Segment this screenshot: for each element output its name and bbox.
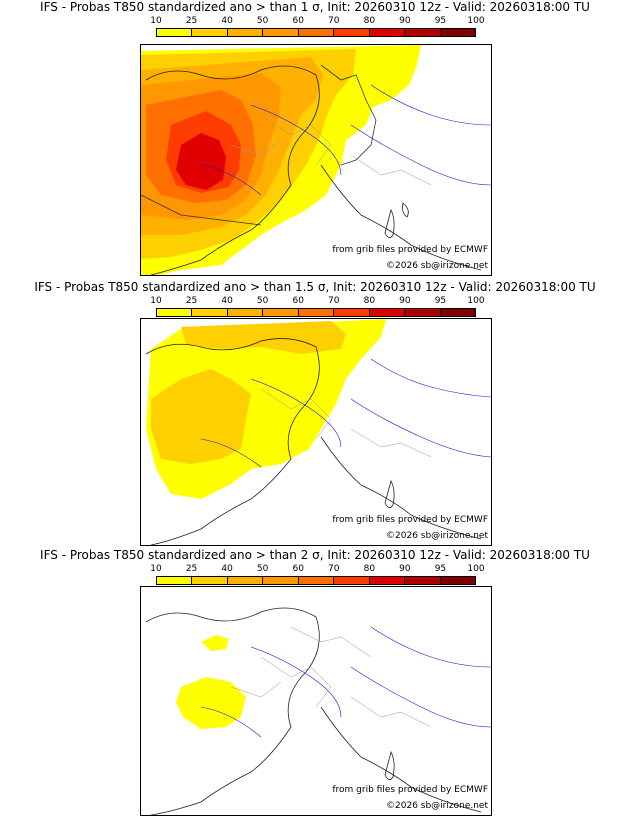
legend-label: 10 [150, 564, 162, 574]
prob-area-10b [201, 635, 229, 651]
legend-swatch [192, 309, 228, 316]
legend-swatch [157, 577, 193, 584]
admin-borders [230, 114, 432, 186]
legend-swatch [334, 29, 370, 36]
legend-swatch [227, 309, 264, 316]
legend-label: 60 [292, 16, 304, 26]
legend-label: 80 [363, 564, 376, 574]
legend-label: 10 [150, 296, 162, 306]
legend-label: 10 [150, 16, 162, 26]
legend-swatch [369, 29, 406, 36]
coastlines [145, 65, 482, 275]
legend-label: 80 [363, 16, 376, 26]
legend-swatch [298, 577, 335, 584]
legend-swatch [157, 29, 193, 36]
prob-area-80 [176, 133, 226, 190]
legend-label: 90 [399, 16, 411, 26]
prob-area-10 [176, 677, 246, 729]
panel-title: IFS - Probas T850 standardized ano > tha… [34, 280, 596, 294]
panel-3: IFS - Probas T850 standardized ano > tha… [0, 546, 630, 828]
panel-title: IFS - Probas T850 standardized ano > tha… [40, 548, 590, 562]
legend-swatch [440, 29, 475, 36]
credit-copyright: ©2026 sb@irizone.net [386, 261, 488, 271]
map-graphic [145, 319, 491, 545]
legend-swatch [298, 309, 335, 316]
legend-swatch [298, 29, 335, 36]
legend-label: 95 [434, 296, 447, 306]
legend-label: 95 [434, 16, 447, 26]
color-legend: 10 25 40 50 60 70 80 90 95 100 [150, 564, 485, 590]
legend-swatches [156, 28, 476, 37]
panel-2: IFS - Probas T850 standardized ano > tha… [0, 276, 630, 546]
legend-swatch [440, 309, 475, 316]
legend-swatch [369, 309, 406, 316]
legend-swatch [440, 577, 475, 584]
legend-swatch [334, 309, 370, 316]
legend-swatch [263, 309, 299, 316]
legend-label: 50 [256, 564, 269, 574]
legend-swatch [157, 309, 193, 316]
legend-label: 40 [221, 16, 233, 26]
legend-label: 80 [363, 296, 376, 306]
coastlines [145, 338, 482, 545]
legend-swatch [405, 309, 441, 316]
credit-source: from grib files provided by ECMWF [332, 515, 488, 525]
legend-swatch [192, 29, 228, 36]
legend-label: 60 [292, 564, 304, 574]
legend-label: 70 [328, 16, 340, 26]
legend-swatch [227, 29, 264, 36]
legend-label: 100 [467, 564, 485, 574]
probability-map: from grib files provided by ECMWF ©2026 … [140, 586, 492, 816]
legend-label: 50 [256, 16, 269, 26]
legend-swatch [334, 577, 370, 584]
legend-swatch [369, 577, 406, 584]
legend-label: 70 [328, 296, 340, 306]
legend-label: 90 [399, 564, 411, 574]
probability-map: from grib files provided by ECMWF ©2026 … [140, 44, 492, 276]
legend-label: 50 [256, 296, 269, 306]
legend-label: 70 [328, 564, 340, 574]
legend-swatch [227, 577, 264, 584]
map-graphic [145, 607, 491, 815]
admin-borders [260, 388, 432, 458]
legend-label: 100 [467, 296, 485, 306]
color-legend: 10 25 40 50 60 70 80 90 95 100 [150, 296, 485, 322]
legend-label: 95 [434, 564, 447, 574]
credit-source: from grib files provided by ECMWF [332, 785, 488, 795]
prob-area-25 [151, 369, 251, 464]
legend-swatches [156, 308, 476, 317]
legend-swatches [156, 576, 476, 585]
map-graphic [141, 45, 491, 275]
admin-borders [230, 626, 432, 728]
rivers [200, 626, 491, 738]
rivers [200, 84, 491, 196]
legend-swatch [263, 29, 299, 36]
credit-copyright: ©2026 sb@irizone.net [386, 801, 488, 811]
legend-swatch [405, 577, 441, 584]
legend-swatch [192, 577, 228, 584]
legend-label: 40 [221, 296, 233, 306]
probability-map: from grib files provided by ECMWF ©2026 … [140, 318, 492, 546]
credit-copyright: ©2026 sb@irizone.net [386, 531, 488, 541]
legend-label: 25 [185, 296, 198, 306]
panel-title: IFS - Probas T850 standardized ano > tha… [40, 0, 590, 14]
legend-label: 25 [185, 16, 198, 26]
legend-label: 100 [467, 16, 485, 26]
coastlines [145, 607, 482, 815]
prob-area-25b [181, 321, 346, 354]
legend-swatch [263, 577, 299, 584]
legend-label: 40 [221, 564, 233, 574]
legend-swatch [405, 29, 441, 36]
panel-1: IFS - Probas T850 standardized ano > tha… [0, 0, 630, 276]
legend-label: 25 [185, 564, 198, 574]
color-legend: 10 25 40 50 60 70 80 90 95 100 [150, 16, 485, 42]
credit-source: from grib files provided by ECMWF [332, 245, 488, 255]
legend-label: 60 [292, 296, 304, 306]
legend-label: 90 [399, 296, 411, 306]
country-borders [141, 64, 377, 226]
rivers [200, 358, 491, 468]
